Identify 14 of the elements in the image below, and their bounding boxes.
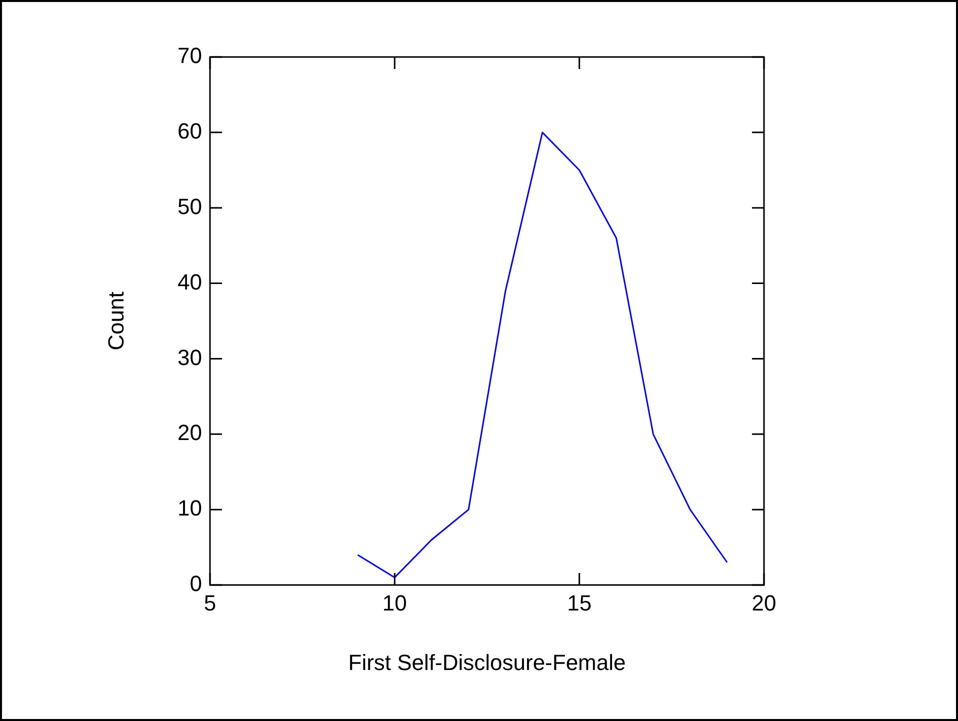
x-tick-label: 10: [382, 590, 407, 616]
y-tick-label: 40: [178, 269, 202, 294]
y-tick-label: 70: [178, 43, 202, 68]
x-tick-label: 20: [752, 590, 776, 616]
x-tick-label: 5: [204, 590, 216, 616]
y-tick-label: 20: [178, 420, 202, 446]
x-axis-title: First Self-Disclosure-Female: [348, 650, 626, 675]
y-tick-label: 60: [178, 118, 202, 144]
x-tick-label: 15: [567, 590, 592, 616]
y-tick-label: 0: [190, 571, 202, 596]
y-tick-label: 30: [178, 344, 202, 370]
y-axis-title: Count: [103, 292, 128, 350]
y-tick-label: 50: [178, 194, 202, 219]
y-tick-label: 10: [178, 496, 202, 521]
